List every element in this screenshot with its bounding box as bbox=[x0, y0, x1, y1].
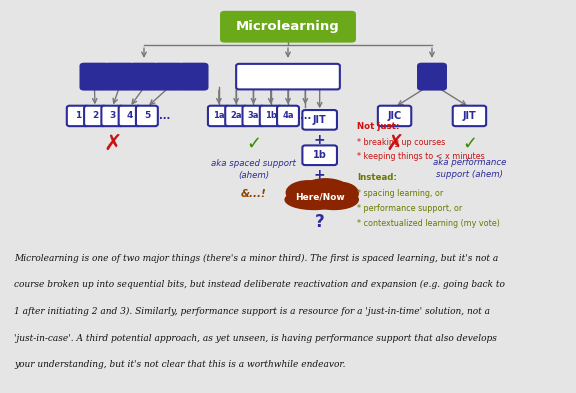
FancyBboxPatch shape bbox=[179, 62, 209, 90]
FancyBboxPatch shape bbox=[101, 106, 123, 126]
Text: &...!: &...! bbox=[241, 189, 266, 198]
Text: Microlearning: Microlearning bbox=[236, 20, 340, 33]
FancyBboxPatch shape bbox=[208, 106, 230, 126]
FancyBboxPatch shape bbox=[242, 106, 264, 126]
Text: ✓: ✓ bbox=[246, 134, 261, 152]
FancyBboxPatch shape bbox=[277, 106, 299, 126]
Text: aka spaced support
(ahem): aka spaced support (ahem) bbox=[211, 159, 296, 180]
FancyBboxPatch shape bbox=[84, 106, 106, 126]
Text: ✗: ✗ bbox=[385, 134, 404, 153]
FancyBboxPatch shape bbox=[136, 106, 158, 126]
FancyBboxPatch shape bbox=[79, 62, 109, 90]
Text: ✗: ✗ bbox=[103, 134, 122, 153]
Text: 4: 4 bbox=[126, 112, 133, 120]
Text: your understanding, but it's not clear that this is a worthwhile endeavor.: your understanding, but it's not clear t… bbox=[14, 360, 346, 369]
Text: 3: 3 bbox=[109, 112, 115, 120]
Text: 4a: 4a bbox=[282, 112, 294, 120]
Text: 1a: 1a bbox=[213, 112, 225, 120]
Text: course broken up into sequential bits, but instead deliberate reactivation and e: course broken up into sequential bits, b… bbox=[14, 280, 505, 289]
Text: 2: 2 bbox=[92, 112, 98, 120]
Text: ✓: ✓ bbox=[462, 134, 477, 152]
Text: * performance support, or: * performance support, or bbox=[357, 204, 463, 213]
Text: +: + bbox=[314, 132, 325, 147]
Text: 'just-in-case'. A third potential approach, as yet unseen, is having performance: 'just-in-case'. A third potential approa… bbox=[14, 334, 497, 343]
Text: +: + bbox=[314, 168, 325, 182]
FancyBboxPatch shape bbox=[417, 62, 447, 90]
Text: Instead:: Instead: bbox=[357, 173, 397, 182]
Text: ...: ... bbox=[300, 111, 311, 121]
Text: * contextualized learning (my vote): * contextualized learning (my vote) bbox=[357, 219, 500, 228]
FancyBboxPatch shape bbox=[67, 106, 89, 126]
Text: 1b: 1b bbox=[265, 112, 276, 120]
Ellipse shape bbox=[321, 182, 358, 204]
FancyBboxPatch shape bbox=[453, 106, 486, 126]
Ellipse shape bbox=[286, 181, 330, 204]
Text: Here/Now: Here/Now bbox=[295, 192, 344, 201]
Text: 1b: 1b bbox=[313, 150, 327, 160]
Text: JIC: JIC bbox=[388, 111, 401, 121]
Text: 3a: 3a bbox=[248, 112, 259, 120]
Text: JIT: JIT bbox=[463, 111, 476, 121]
Text: * keeping things to < x minutes: * keeping things to < x minutes bbox=[357, 152, 485, 162]
Text: Not just:: Not just: bbox=[357, 122, 400, 131]
Text: 2a: 2a bbox=[230, 112, 242, 120]
FancyBboxPatch shape bbox=[225, 106, 247, 126]
Text: Microlearning is one of two major things (there's a minor third). The first is s: Microlearning is one of two major things… bbox=[14, 253, 499, 263]
Ellipse shape bbox=[301, 179, 350, 202]
FancyBboxPatch shape bbox=[378, 106, 411, 126]
Text: aka performance
support (ahem): aka performance support (ahem) bbox=[433, 158, 506, 179]
Text: * spacing learning, or: * spacing learning, or bbox=[357, 189, 444, 198]
Text: JIT: JIT bbox=[313, 115, 327, 125]
Text: 5: 5 bbox=[144, 112, 150, 120]
FancyBboxPatch shape bbox=[302, 145, 337, 165]
FancyBboxPatch shape bbox=[104, 62, 134, 90]
FancyBboxPatch shape bbox=[129, 62, 159, 90]
FancyBboxPatch shape bbox=[302, 110, 337, 130]
Text: 1 after initiating 2 and 3). Similarly, performance support is a resource for a : 1 after initiating 2 and 3). Similarly, … bbox=[14, 307, 490, 316]
Text: ?: ? bbox=[315, 213, 324, 231]
FancyBboxPatch shape bbox=[220, 11, 356, 42]
FancyBboxPatch shape bbox=[119, 106, 141, 126]
Text: 1: 1 bbox=[75, 112, 81, 120]
Ellipse shape bbox=[301, 185, 338, 208]
Text: * breaking up courses: * breaking up courses bbox=[357, 138, 445, 147]
Ellipse shape bbox=[310, 190, 358, 209]
FancyBboxPatch shape bbox=[236, 64, 340, 90]
Text: ...: ... bbox=[158, 111, 170, 121]
Ellipse shape bbox=[285, 190, 343, 209]
FancyBboxPatch shape bbox=[154, 62, 184, 90]
FancyBboxPatch shape bbox=[260, 106, 282, 126]
